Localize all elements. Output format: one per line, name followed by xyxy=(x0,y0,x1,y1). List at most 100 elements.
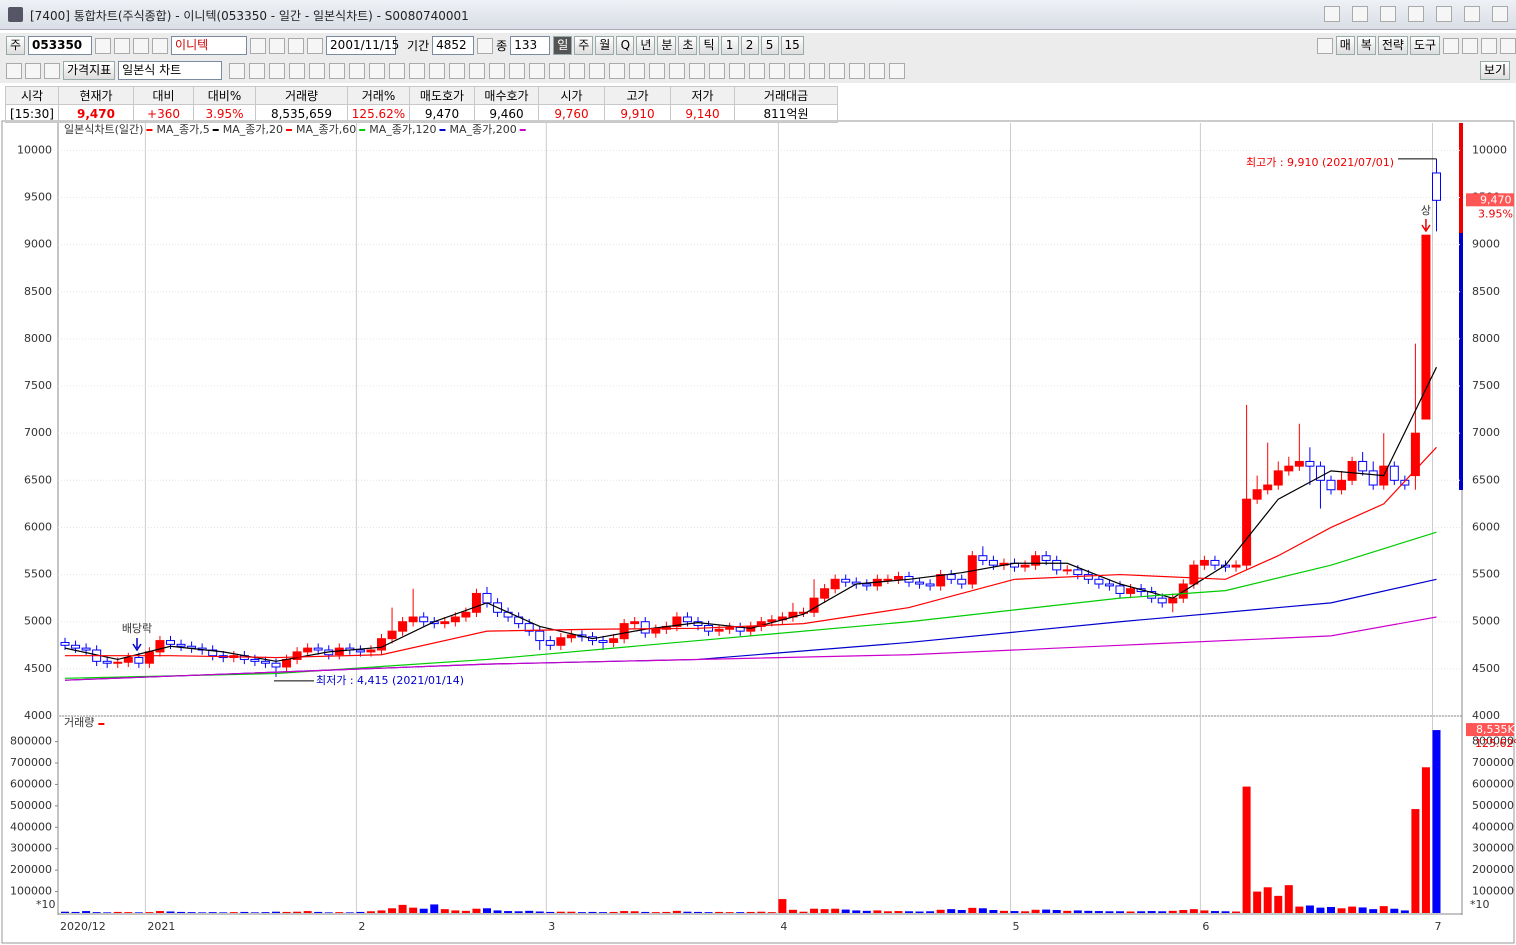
candle-body xyxy=(651,628,661,634)
draw-tool[interactable] xyxy=(689,62,706,79)
draw-tool[interactable] xyxy=(349,62,366,79)
draw-tool[interactable] xyxy=(869,62,886,79)
draw-tool[interactable] xyxy=(669,62,686,79)
draw-tool[interactable] xyxy=(829,62,846,79)
draw-tool[interactable] xyxy=(729,62,746,79)
draw-tool[interactable] xyxy=(389,62,406,79)
draw-tool[interactable] xyxy=(769,62,786,79)
indicator-button[interactable]: 가격지표 xyxy=(63,61,116,80)
icon[interactable] xyxy=(25,62,41,79)
draw-tool[interactable] xyxy=(609,62,626,79)
interval-button[interactable]: Q xyxy=(616,36,635,55)
interval-button[interactable]: 일 xyxy=(553,36,573,55)
x-tick-label: 4 xyxy=(780,920,787,933)
volume-bar xyxy=(651,912,660,913)
change-rate: 3.95% xyxy=(1478,207,1513,220)
interval-button[interactable]: 초 xyxy=(678,36,698,55)
draw-tool[interactable] xyxy=(809,62,826,79)
tool-button[interactable]: 매 xyxy=(1335,36,1355,55)
interval-button[interactable]: 2 xyxy=(740,36,759,55)
interval-button[interactable]: 년 xyxy=(636,36,656,55)
interval-button[interactable]: 주 xyxy=(574,36,594,55)
draw-tool[interactable] xyxy=(369,62,386,79)
icon[interactable] xyxy=(250,37,267,54)
volume-bar xyxy=(810,908,819,913)
candle-body xyxy=(260,660,270,664)
low-annotation: 최저가 : 4,415 (2021/01/14) xyxy=(316,674,464,687)
x-tick-label: 6 xyxy=(1202,920,1209,933)
tool-button[interactable]: 복 xyxy=(1356,36,1376,55)
draw-tool[interactable] xyxy=(229,62,246,79)
draw-tool[interactable] xyxy=(469,62,486,79)
y-tick-label: 8000 xyxy=(1472,332,1500,345)
dropdown[interactable] xyxy=(95,37,112,54)
dropdown[interactable] xyxy=(152,37,169,54)
draw-tool[interactable] xyxy=(409,62,426,79)
draw-tool[interactable] xyxy=(749,62,766,79)
draw-tool[interactable] xyxy=(329,62,346,79)
draw-tool[interactable] xyxy=(649,62,666,79)
icon[interactable] xyxy=(1443,37,1459,54)
count-input[interactable]: 133 xyxy=(510,36,551,55)
prev[interactable] xyxy=(307,37,324,54)
icon[interactable] xyxy=(1481,37,1497,54)
draw-tool[interactable] xyxy=(629,62,646,79)
candle-body xyxy=(640,621,650,634)
tool-button[interactable]: 전략 xyxy=(1377,36,1408,55)
draw-tool[interactable] xyxy=(269,62,286,79)
scale-label: *10 xyxy=(36,898,56,911)
interval-button[interactable]: 월 xyxy=(595,36,615,55)
draw-tool[interactable] xyxy=(529,62,546,79)
search[interactable] xyxy=(114,37,131,54)
interval-button[interactable]: 1 xyxy=(720,36,739,55)
icon[interactable] xyxy=(1500,37,1516,54)
window-controls[interactable] xyxy=(1324,6,1508,22)
icon[interactable] xyxy=(44,62,60,79)
candle-body xyxy=(1294,460,1304,467)
date-input[interactable]: 2001/11/15 xyxy=(326,36,399,55)
code-input[interactable]: 053350 xyxy=(28,36,93,55)
cloud[interactable] xyxy=(1316,37,1333,54)
y-tick-label: 4500 xyxy=(1472,662,1500,675)
market-select[interactable]: 주 xyxy=(6,36,26,55)
draw-tool[interactable] xyxy=(429,62,446,79)
draw-tool[interactable] xyxy=(309,62,326,79)
icon[interactable] xyxy=(1462,37,1478,54)
draw-tool[interactable] xyxy=(489,62,506,79)
icon[interactable] xyxy=(6,62,22,79)
sort[interactable] xyxy=(133,37,150,54)
candle-body xyxy=(303,647,313,653)
interval-button[interactable]: 틱 xyxy=(699,36,719,55)
draw-tool[interactable] xyxy=(569,62,586,79)
draw-tool[interactable] xyxy=(849,62,866,79)
quote-value: 9,140 xyxy=(670,104,735,123)
interval-button[interactable]: 15 xyxy=(780,36,804,55)
candle-body xyxy=(946,574,956,580)
draw-tool[interactable] xyxy=(509,62,526,79)
volume-bar xyxy=(324,912,333,913)
draw-tool[interactable] xyxy=(589,62,606,79)
draw-tool[interactable] xyxy=(549,62,566,79)
interval-button[interactable]: 5 xyxy=(760,36,779,55)
view-button[interactable]: 보기 xyxy=(1479,61,1510,80)
pane-title: 거래량 xyxy=(64,716,94,729)
tool-button[interactable]: 도구 xyxy=(1409,36,1440,55)
candle-body xyxy=(524,623,534,632)
period-input[interactable]: 4852 xyxy=(432,36,475,55)
candle-body xyxy=(1252,489,1262,500)
icon[interactable] xyxy=(269,37,286,54)
volume-ratio: 125.62% xyxy=(1475,737,1516,750)
draw-tool[interactable] xyxy=(289,62,306,79)
volume-bar xyxy=(778,899,787,913)
draw-tool[interactable] xyxy=(889,62,906,79)
volume-bar xyxy=(103,912,112,913)
volume-bar xyxy=(1147,911,1156,913)
next[interactable] xyxy=(288,37,305,54)
draw-tool[interactable] xyxy=(789,62,806,79)
draw-tool[interactable] xyxy=(249,62,266,79)
draw-tool[interactable] xyxy=(709,62,726,79)
icon[interactable] xyxy=(477,37,494,54)
chart-kind-select[interactable]: 일본식 차트 xyxy=(118,61,223,80)
interval-button[interactable]: 분 xyxy=(657,36,677,55)
draw-tool[interactable] xyxy=(449,62,466,79)
